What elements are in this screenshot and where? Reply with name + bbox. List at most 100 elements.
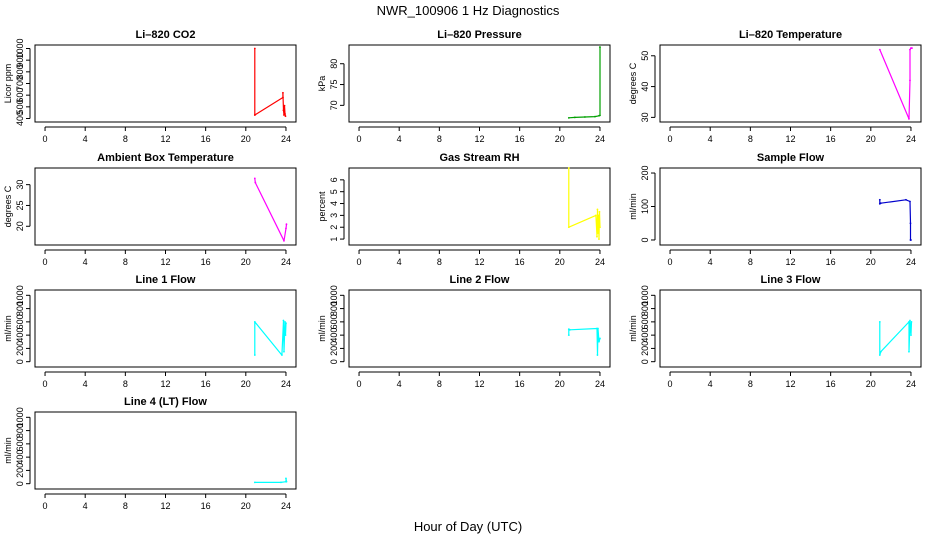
y-tick-label: 70 (329, 100, 339, 110)
x-tick-label: 12 (474, 379, 484, 389)
x-tick-label: 0 (668, 379, 673, 389)
x-tick-label: 12 (785, 257, 795, 267)
data-point (253, 481, 256, 484)
panel-title: Ambient Box Temperature (97, 152, 234, 164)
y-tick-label: 1000 (15, 38, 25, 58)
y-axis-label: ml/min (628, 315, 638, 342)
y-tick-label: 100 (640, 199, 650, 214)
x-tick-label: 8 (123, 379, 128, 389)
y-tick-label: 400 (15, 328, 25, 343)
y-tick-label: 0 (640, 237, 650, 242)
data-point (285, 322, 287, 325)
y-tick-label: 1000 (640, 285, 650, 305)
x-tick-label: 20 (241, 257, 251, 267)
data-series-line (879, 47, 912, 120)
x-tick-label: 16 (201, 379, 211, 389)
x-tick-label: 16 (826, 134, 836, 144)
panel-title: Line 2 Flow (450, 274, 510, 286)
y-tick-label: 40 (640, 82, 650, 92)
panel-title: Line 4 (LT) Flow (124, 396, 207, 408)
data-point (909, 48, 911, 51)
x-tick-label: 12 (785, 134, 795, 144)
data-point (567, 334, 570, 337)
x-tick-label: 20 (555, 134, 565, 144)
data-point (285, 480, 288, 483)
data-point (284, 115, 287, 118)
y-tick-label: 30 (15, 180, 25, 190)
y-tick-label: 0 (15, 359, 25, 364)
x-tick-label: 16 (515, 379, 525, 389)
y-tick-label: 500 (15, 99, 25, 114)
chart-panel: Line 3 Flow 0 4 8 12 16 20 24 0 2004006008001000m… (628, 274, 922, 389)
chart-panel: Sample Flow 0 4 8 12 16 20 24 0 100 200 ml/min (628, 152, 922, 267)
data-point (597, 327, 599, 330)
y-tick-label: 600 (640, 314, 650, 329)
data-point (879, 202, 882, 205)
data-series-line (879, 199, 912, 241)
x-tick-label: 4 (397, 134, 402, 144)
x-tick-label: 12 (160, 134, 170, 144)
data-point (568, 328, 571, 331)
x-tick-label: 20 (241, 134, 251, 144)
data-point (283, 239, 285, 242)
data-point (911, 47, 913, 49)
panel-title: Line 1 Flow (136, 274, 196, 286)
data-point (284, 334, 287, 337)
data-point (282, 91, 284, 94)
x-tick-label: 0 (668, 257, 673, 267)
y-tick-label: 50 (640, 51, 650, 61)
y-tick-label: 400 (15, 111, 25, 126)
y-tick-label: 400 (15, 450, 25, 465)
data-point (573, 116, 576, 119)
x-tick-label: 8 (123, 134, 128, 144)
data-point (878, 48, 881, 51)
data-point (594, 115, 596, 118)
data-point (595, 214, 597, 217)
x-tick-label: 20 (866, 257, 876, 267)
data-point (597, 214, 600, 217)
data-point (878, 198, 881, 201)
data-series-line (254, 178, 288, 242)
x-tick-label: 24 (595, 134, 605, 144)
y-tick-label: 1 (329, 237, 339, 242)
x-tick-label: 8 (437, 134, 442, 144)
data-point (285, 477, 287, 480)
x-tick-label: 4 (397, 257, 402, 267)
x-tick-label: 8 (123, 501, 128, 511)
y-tick-label: 0 (15, 481, 25, 486)
plot-frame (34, 44, 297, 123)
x-tick-label: 24 (906, 379, 916, 389)
y-tick-label: 3 (329, 213, 339, 218)
data-point (567, 226, 570, 229)
data-point (584, 116, 586, 118)
x-tick-label: 8 (748, 257, 753, 267)
x-tick-label: 24 (281, 134, 291, 144)
plot-frame (659, 167, 922, 246)
data-series-line (568, 327, 601, 356)
x-tick-label: 4 (83, 501, 88, 511)
data-series-line (568, 47, 601, 119)
x-tick-label: 24 (281, 501, 291, 511)
data-point (908, 320, 910, 323)
x-tick-label: 16 (826, 257, 836, 267)
y-tick-label: 800 (15, 423, 25, 438)
y-tick-label: 600 (15, 314, 25, 329)
x-tick-label: 20 (241, 379, 251, 389)
data-point (909, 319, 911, 322)
y-axis-label: ml/min (3, 437, 13, 464)
data-point (596, 235, 598, 238)
x-tick-label: 0 (668, 134, 673, 144)
y-tick-label: 75 (329, 80, 339, 90)
data-point (567, 167, 570, 169)
y-axis-label: kPa (317, 76, 327, 92)
plot-frame (348, 289, 611, 368)
data-series-line (879, 319, 913, 356)
x-tick-label: 0 (43, 257, 48, 267)
x-tick-label: 8 (748, 134, 753, 144)
y-tick-label: 5 (329, 189, 339, 194)
x-tick-label: 24 (595, 257, 605, 267)
data-point (253, 320, 256, 323)
x-tick-label: 20 (866, 379, 876, 389)
